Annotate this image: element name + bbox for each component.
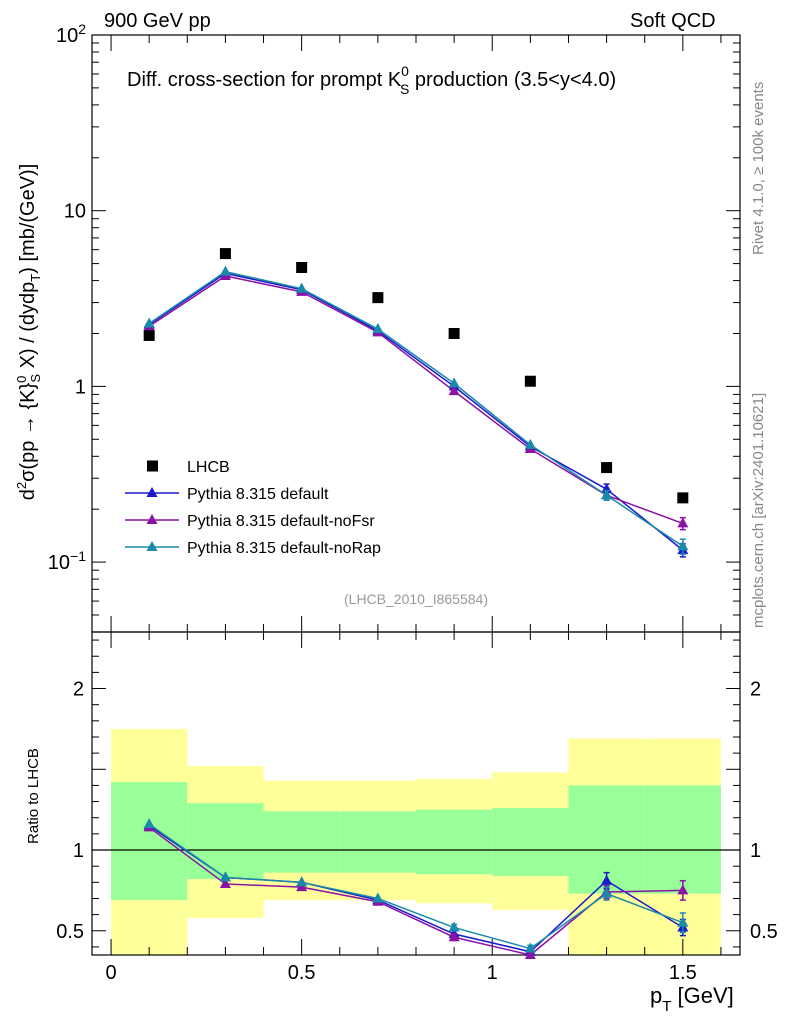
data-point-lhcb — [448, 328, 460, 339]
ratio-axis-ticks: 0 0.5 1 1.5 0.5 0.5 1 1 2 2 — [56, 632, 778, 984]
energy-label: 900 GeV pp — [104, 10, 211, 32]
ratio-data-point — [448, 921, 460, 932]
ratio-band-inner — [416, 809, 493, 875]
main-y-axis-label: d2σ(pp → {K}0S X) / (dydpT) [mb/(GeV)] — [14, 164, 43, 501]
data-point — [448, 385, 460, 396]
data-point — [143, 317, 155, 328]
svg-text:Ratio to LHCB: Ratio to LHCB — [25, 748, 42, 844]
data-point — [524, 438, 536, 449]
data-point-lhcb — [524, 375, 536, 387]
ratio-data-point — [524, 942, 536, 953]
main-data-series — [143, 248, 689, 558]
process-label: Soft QCD — [630, 10, 716, 32]
series-line — [148, 270, 684, 547]
ratio-uncertainty-bands — [111, 728, 721, 955]
x-tick-label: 1.5 — [669, 962, 697, 984]
series-lhcb — [143, 248, 689, 504]
data-point — [448, 377, 460, 388]
main-y-tick-label: 1 — [75, 376, 86, 398]
data-point — [296, 282, 308, 293]
ratio-series-line — [148, 823, 684, 950]
data-point — [677, 517, 689, 528]
ratio-y-axis-label: Ratio to LHCB — [25, 748, 42, 844]
legend-marker-square — [147, 460, 158, 472]
ratio-y-tick-label-left: 1 — [73, 840, 84, 862]
legend-item: Pythia 8.315 default-noFsr — [125, 513, 375, 530]
ratio-data-point — [677, 884, 689, 895]
legend-marker-triangle — [146, 487, 158, 497]
ratio-y-tick-label-left: 0.5 — [56, 921, 84, 943]
legend-label: Pythia 8.315 default — [187, 486, 329, 503]
data-point-lhcb — [296, 261, 308, 273]
ratio-y-tick-label-left: 2 — [73, 679, 84, 701]
x-tick-label: 1 — [487, 962, 498, 984]
x-axis-label: pT [GeV] — [650, 983, 734, 1015]
legend: LHCB Pythia 8.315 default Pythia 8.315 def… — [125, 459, 381, 557]
ratio-series-pythia-8-315-default-norap — [143, 818, 689, 953]
data-point-lhcb — [143, 329, 155, 341]
legend-marker-triangle — [146, 541, 158, 551]
ratio-data-point — [601, 887, 613, 898]
ratio-data-series — [143, 818, 689, 959]
data-point-lhcb — [372, 292, 384, 304]
ratio-band-inner — [339, 811, 416, 873]
svg-text:d2σ(pp → {K}0S X) / (dydpT) [m: d2σ(pp → {K}0S X) / (dydpT) [mb/(GeV)] — [14, 164, 43, 501]
data-point — [677, 540, 689, 551]
ratio-data-point — [219, 877, 231, 888]
legend-item: Pythia 8.315 default-noRap — [125, 540, 381, 557]
ratio-data-point — [372, 892, 384, 903]
main-y-tick-label: 10 — [64, 201, 86, 223]
series-line — [148, 272, 684, 551]
ratio-data-point — [601, 874, 613, 885]
ratio-band-inner — [111, 782, 188, 901]
legend-item: Pythia 8.315 default — [125, 486, 329, 503]
main-axis-ticks: 10−1 1 10 102 — [48, 21, 740, 633]
ratio-data-point — [524, 949, 536, 959]
legend-item: LHCB — [147, 459, 230, 476]
data-point-lhcb — [601, 462, 613, 474]
ratio-data-point — [296, 876, 308, 887]
analysis-tag: (LHCB_2010_I865584) — [344, 591, 488, 607]
ratio-y-tick-label-right: 2 — [750, 679, 761, 701]
ratio-y-tick-label-right: 1 — [750, 840, 761, 862]
x-tick-label: 0 — [105, 962, 116, 984]
legend-label: Pythia 8.315 default-noFsr — [187, 513, 375, 530]
ratio-band-inner — [492, 808, 569, 876]
ratio-band-inner — [263, 811, 340, 873]
data-point-lhcb — [677, 492, 689, 504]
rivet-version-label: Rivet 4.1.0, ≥ 100k events — [750, 81, 767, 255]
mcplots-credit-label: mcplots.cern.ch [arXiv:2401.10621] — [750, 392, 767, 628]
data-point-lhcb — [219, 248, 231, 260]
legend-marker-triangle — [146, 514, 158, 524]
ratio-data-point — [143, 818, 155, 829]
main-y-tick-label: 102 — [56, 21, 86, 47]
ratio-band-inner — [644, 785, 721, 894]
ratio-data-point — [677, 916, 689, 927]
series-pythia-8-315-default-norap — [143, 265, 689, 555]
chart-title: Diff. cross-section for prompt K0 S produ… — [127, 63, 616, 97]
ratio-data-point — [448, 931, 460, 942]
ratio-band-inner — [187, 803, 264, 880]
main-y-tick-label: 10−1 — [48, 548, 86, 574]
data-point — [372, 323, 384, 334]
legend-label: LHCB — [187, 459, 230, 476]
legend-label: Pythia 8.315 default-noRap — [187, 540, 381, 557]
x-tick-label: 0.5 — [288, 962, 316, 984]
ratio-y-tick-label-right: 0.5 — [750, 921, 778, 943]
ratio-data-point — [219, 871, 231, 882]
data-point — [219, 265, 231, 276]
data-point — [601, 489, 613, 500]
